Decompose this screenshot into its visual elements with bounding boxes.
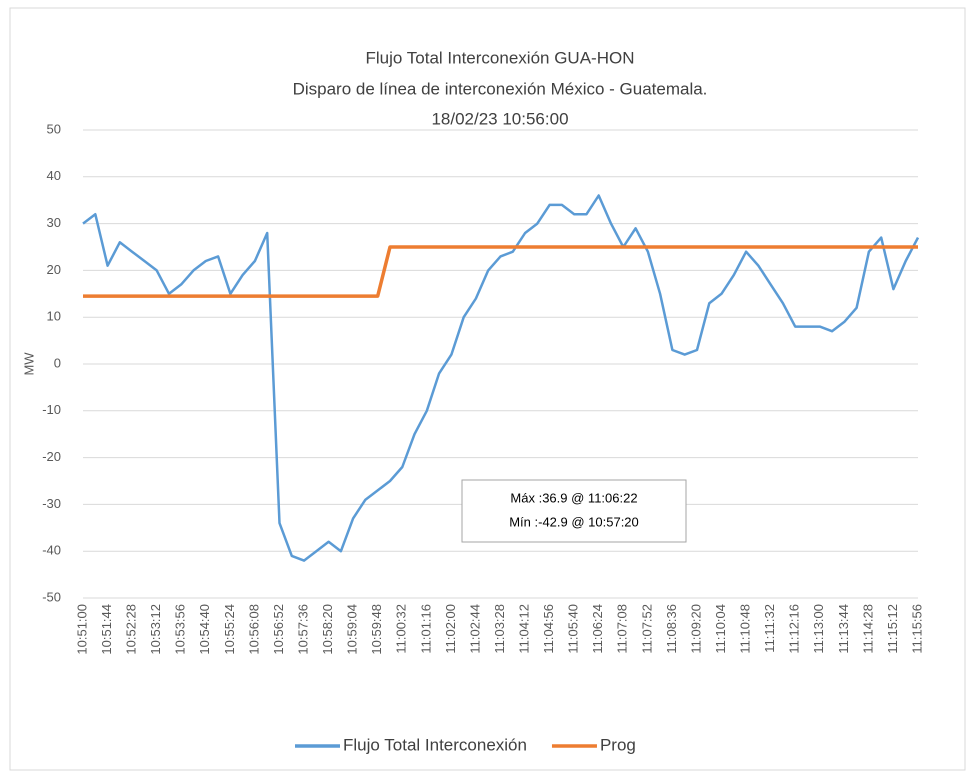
annotation-box bbox=[461, 479, 687, 543]
y-tick-label: -10 bbox=[42, 402, 61, 417]
x-tick-label: 11:04:12 bbox=[516, 604, 531, 654]
x-tick-label: 11:10:48 bbox=[738, 604, 753, 654]
x-tick-label: 10:52:28 bbox=[124, 604, 139, 655]
y-tick-label: 20 bbox=[47, 262, 61, 277]
x-tick-label: 10:55:24 bbox=[222, 604, 237, 655]
legend-label: Flujo Total Interconexión bbox=[343, 735, 527, 754]
x-tick-label: 10:56:08 bbox=[246, 604, 261, 655]
x-tick-label: 10:56:52 bbox=[271, 604, 286, 655]
x-tick-label: 10:51:00 bbox=[74, 604, 89, 655]
series-line bbox=[83, 245, 918, 298]
x-tick-label: 10:58:20 bbox=[320, 604, 335, 655]
chart-date: 18/02/23 10:56:00 bbox=[431, 109, 568, 128]
x-tick-label: 11:12:16 bbox=[787, 604, 802, 654]
x-tick-label: 11:00:32 bbox=[394, 604, 409, 654]
x-tick-label: 11:06:24 bbox=[590, 604, 605, 654]
annotation: Mín :-42.9 @ 10:57:20 bbox=[509, 514, 639, 529]
y-tick-label: 0 bbox=[54, 355, 61, 370]
x-tick-label: 11:01:16 bbox=[418, 604, 433, 654]
x-tick-label: 11:04:56 bbox=[541, 604, 556, 654]
x-tick-label: 11:02:44 bbox=[467, 604, 482, 654]
chart-subtitle: Disparo de línea de interconexión México… bbox=[293, 79, 708, 98]
x-tick-label: 11:11:32 bbox=[762, 604, 777, 653]
x-tick-label: 11:07:52 bbox=[639, 604, 654, 654]
x-tick-label: 10:53:56 bbox=[173, 604, 188, 655]
x-tick-label: 11:15:56 bbox=[909, 604, 924, 654]
x-tick-label: 11:08:36 bbox=[664, 604, 679, 654]
annotation: Máx :36.9 @ 11:06:22 bbox=[510, 490, 637, 505]
y-axis-label: MW bbox=[21, 352, 36, 376]
x-tick-label: 11:03:28 bbox=[492, 604, 507, 654]
plot-area: -50 -40 -30 -20 -10 0 10 20 30 40 50 10:51:00 10:51:… bbox=[42, 121, 924, 654]
x-tick-label: 11:09:20 bbox=[688, 604, 703, 654]
y-tick-label: -40 bbox=[42, 543, 61, 558]
x-tick-label: 11:02:00 bbox=[443, 604, 458, 654]
x-tick-label: 10:54:40 bbox=[197, 604, 212, 655]
y-tick-label: 40 bbox=[47, 168, 61, 183]
x-tick-label: 10:57:36 bbox=[295, 604, 310, 655]
x-tick-label: 11:07:08 bbox=[615, 604, 630, 654]
chart-title: Flujo Total Interconexión GUA-HON bbox=[366, 48, 635, 67]
x-tick-label: 10:59:04 bbox=[345, 604, 360, 655]
x-tick-label: 11:10:04 bbox=[713, 604, 728, 654]
chart-border bbox=[9, 7, 966, 771]
y-tick-label: -20 bbox=[42, 449, 61, 464]
y-tick-label: 50 bbox=[47, 121, 61, 136]
x-tick-label: 11:15:12 bbox=[885, 604, 900, 654]
x-tick-label: 11:13:00 bbox=[811, 604, 826, 654]
y-tick-label: -50 bbox=[42, 589, 61, 604]
y-tick-label: 30 bbox=[47, 215, 61, 230]
x-tick-label: 10:51:44 bbox=[99, 604, 114, 655]
legend-label: Prog bbox=[600, 735, 636, 754]
x-tick-label: 10:59:48 bbox=[369, 604, 384, 655]
x-tick-label: 11:13:44 bbox=[836, 604, 851, 654]
x-tick-label: 10:53:12 bbox=[148, 604, 163, 655]
y-tick-label: 10 bbox=[47, 309, 61, 324]
series-line bbox=[82, 194, 920, 562]
x-tick-label: 11:05:40 bbox=[566, 604, 581, 654]
x-tick-label: 11:14:28 bbox=[860, 604, 875, 654]
y-tick-label: -30 bbox=[42, 496, 61, 511]
